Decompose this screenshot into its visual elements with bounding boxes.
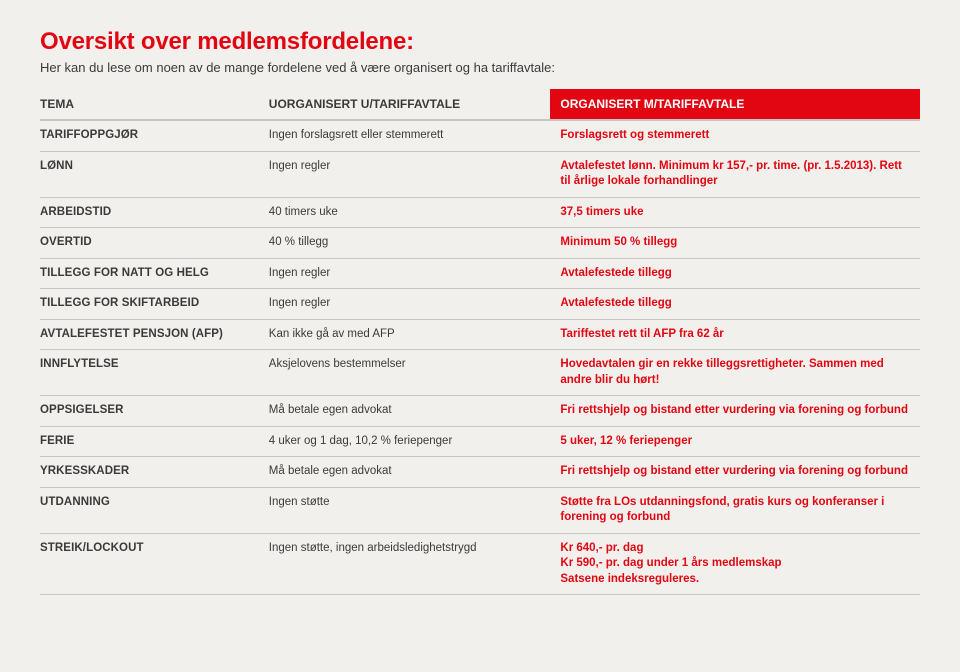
table-row: OPPSIGELSERMå betale egen advokatFri ret… <box>40 396 920 427</box>
cell-organisert: Minimum 50 % tillegg <box>550 228 920 259</box>
cell-topic: FERIE <box>40 426 269 457</box>
cell-topic: TILLEGG FOR SKIFTARBEID <box>40 289 269 320</box>
cell-organisert: Fri rettshjelp og bistand etter vurderin… <box>550 457 920 488</box>
cell-uorganisert: Ingen støtte <box>269 487 551 533</box>
cell-organisert: Fri rettshjelp og bistand etter vurderin… <box>550 396 920 427</box>
cell-organisert: Tariffestet rett til AFP fra 62 år <box>550 319 920 350</box>
cell-topic: LØNN <box>40 151 269 197</box>
cell-organisert: Støtte fra LOs utdanningsfond, gratis ku… <box>550 487 920 533</box>
cell-topic: STREIK/LOCKOUT <box>40 533 269 595</box>
page-subtitle: Her kan du lese om noen av de mange ford… <box>40 60 920 75</box>
col-header-organisert: ORGANISERT M/TARIFFAVTALE <box>550 89 920 120</box>
cell-organisert: 5 uker, 12 % feriepenger <box>550 426 920 457</box>
cell-uorganisert: Aksjelovens bestemmelser <box>269 350 551 396</box>
cell-organisert: Avtalefestet lønn. Minimum kr 157,- pr. … <box>550 151 920 197</box>
table-row: OVERTID40 % tilleggMinimum 50 % tillegg <box>40 228 920 259</box>
col-header-tema: TEMA <box>40 89 269 120</box>
table-header-row: TEMA UORGANISERT U/TARIFFAVTALE ORGANISE… <box>40 89 920 120</box>
cell-uorganisert: 40 % tillegg <box>269 228 551 259</box>
table-row: UTDANNINGIngen støtteStøtte fra LOs utda… <box>40 487 920 533</box>
cell-topic: OVERTID <box>40 228 269 259</box>
cell-topic: ARBEIDSTID <box>40 197 269 228</box>
cell-uorganisert: Ingen regler <box>269 151 551 197</box>
cell-uorganisert: 4 uker og 1 dag, 10,2 % feriepenger <box>269 426 551 457</box>
cell-uorganisert: 40 timers uke <box>269 197 551 228</box>
cell-uorganisert: Kan ikke gå av med AFP <box>269 319 551 350</box>
table-row: TILLEGG FOR SKIFTARBEIDIngen reglerAvtal… <box>40 289 920 320</box>
cell-topic: TARIFFOPPGJØR <box>40 120 269 151</box>
cell-organisert: Avtalefestede tillegg <box>550 289 920 320</box>
cell-topic: TILLEGG FOR NATT OG HELG <box>40 258 269 289</box>
table-row: STREIK/LOCKOUTIngen støtte, ingen arbeid… <box>40 533 920 595</box>
cell-uorganisert: Ingen forslagsrett eller stemmerett <box>269 120 551 151</box>
table-row: FERIE4 uker og 1 dag, 10,2 % feriepenger… <box>40 426 920 457</box>
table-row: TILLEGG FOR NATT OG HELGIngen reglerAvta… <box>40 258 920 289</box>
cell-organisert: Kr 640,- pr. dagKr 590,- pr. dag under 1… <box>550 533 920 595</box>
table-row: AVTALEFESTET PENSJON (AFP)Kan ikke gå av… <box>40 319 920 350</box>
cell-topic: OPPSIGELSER <box>40 396 269 427</box>
page-title: Oversikt over medlemsfordelene: <box>40 28 920 56</box>
cell-uorganisert: Ingen regler <box>269 289 551 320</box>
cell-uorganisert: Må betale egen advokat <box>269 457 551 488</box>
table-row: LØNNIngen reglerAvtalefestet lønn. Minim… <box>40 151 920 197</box>
cell-topic: YRKESSKADER <box>40 457 269 488</box>
cell-uorganisert: Ingen støtte, ingen arbeidsledighetstryg… <box>269 533 551 595</box>
table-row: INNFLYTELSEAksjelovens bestemmelserHoved… <box>40 350 920 396</box>
cell-organisert: Hovedavtalen gir en rekke tilleggsrettig… <box>550 350 920 396</box>
cell-topic: INNFLYTELSE <box>40 350 269 396</box>
table-row: YRKESSKADERMå betale egen advokatFri ret… <box>40 457 920 488</box>
cell-topic: UTDANNING <box>40 487 269 533</box>
benefits-table: TEMA UORGANISERT U/TARIFFAVTALE ORGANISE… <box>40 89 920 595</box>
table-row: ARBEIDSTID40 timers uke37,5 timers uke <box>40 197 920 228</box>
cell-organisert: Forslagsrett og stemmerett <box>550 120 920 151</box>
cell-organisert: Avtalefestede tillegg <box>550 258 920 289</box>
table-row: TARIFFOPPGJØRIngen forslagsrett eller st… <box>40 120 920 151</box>
cell-organisert: 37,5 timers uke <box>550 197 920 228</box>
cell-topic: AVTALEFESTET PENSJON (AFP) <box>40 319 269 350</box>
cell-uorganisert: Ingen regler <box>269 258 551 289</box>
col-header-uorganisert: UORGANISERT U/TARIFFAVTALE <box>269 89 551 120</box>
cell-uorganisert: Må betale egen advokat <box>269 396 551 427</box>
